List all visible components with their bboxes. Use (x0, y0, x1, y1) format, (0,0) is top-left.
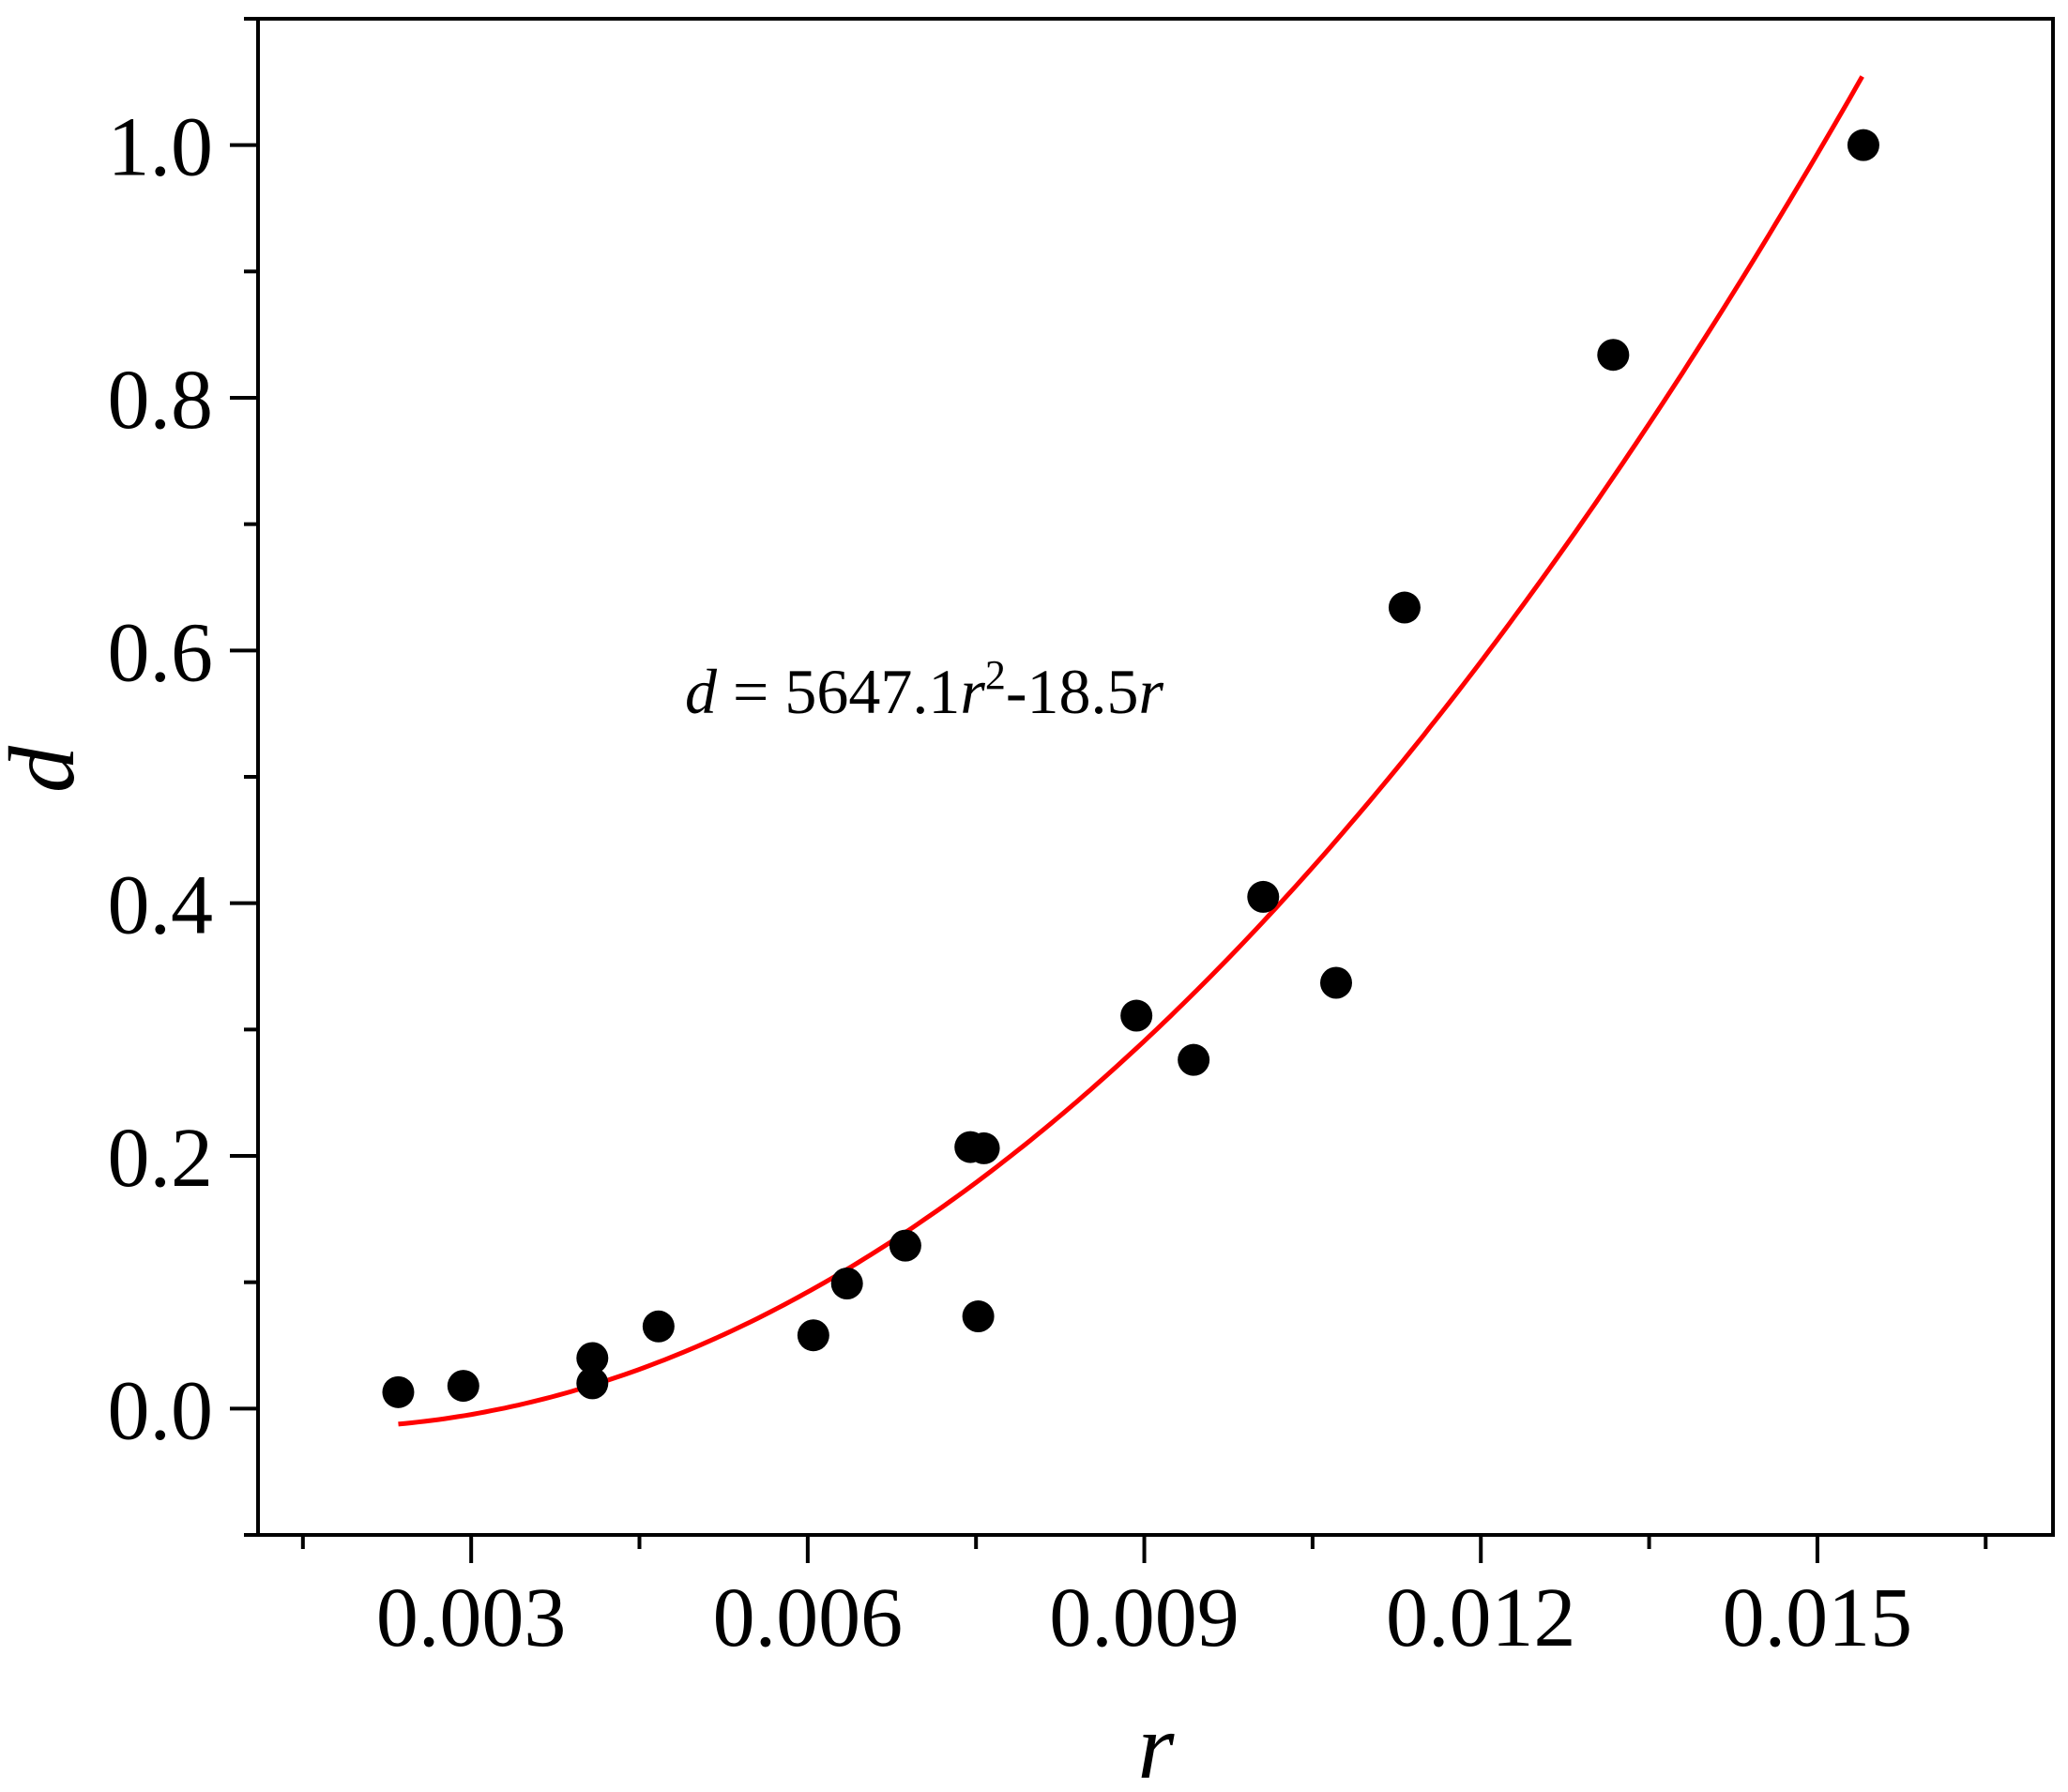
plot-frame (256, 17, 2055, 1537)
data-point (1847, 129, 1879, 161)
y-axis-title: d (0, 745, 94, 793)
x-tick-label: 0.015 (1723, 1572, 1913, 1664)
data-point (1597, 339, 1630, 372)
plot-border (256, 17, 2055, 1537)
data-point (642, 1310, 675, 1343)
y-axis-ticks: 0.0 0.2 0.4 0.6 0.8 1.0 (108, 17, 258, 1537)
fit-line (398, 75, 1864, 1427)
x-tick-label: 0.006 (713, 1572, 904, 1664)
x-axis-title: r (1138, 1694, 1176, 1792)
data-point (967, 1131, 1000, 1164)
data-point (576, 1342, 609, 1374)
data-point (1388, 591, 1421, 624)
data-point (962, 1300, 995, 1333)
data-point (382, 1375, 415, 1408)
data-points (382, 129, 1879, 1408)
x-tick-label: 0.009 (1049, 1572, 1239, 1664)
fit-equation-exponent: 2 (985, 652, 1006, 698)
fit-equation-coef: = 5647.1 (717, 656, 960, 727)
data-point (1178, 1043, 1210, 1076)
data-point (889, 1229, 921, 1262)
data-point (576, 1367, 609, 1400)
data-point (447, 1370, 479, 1403)
x-tick-label: 0.003 (376, 1572, 567, 1664)
data-point (1247, 880, 1280, 913)
fit-equation-var: d (685, 656, 718, 727)
y-tick-label: 1.0 (108, 101, 214, 194)
data-point (1120, 999, 1153, 1032)
y-tick-label: 0.6 (108, 606, 214, 699)
x-tick-label: 0.012 (1386, 1572, 1576, 1664)
data-point (830, 1268, 863, 1300)
fit-equation-r2: r (1138, 656, 1163, 727)
data-point (1319, 966, 1352, 999)
y-tick-label: 0.0 (108, 1364, 214, 1457)
fit-equation: d = 5647.1r2-18.5r (685, 652, 1163, 727)
y-tick-label: 0.8 (108, 354, 214, 447)
fit-equation-r: r (960, 656, 985, 727)
y-tick-label: 0.2 (108, 1112, 214, 1205)
x-axis-ticks: 0.003 0.006 0.009 0.012 0.015 (300, 1535, 1988, 1664)
data-point (797, 1319, 829, 1352)
fit-equation-linear: -18.5 (1006, 656, 1139, 727)
y-tick-label: 0.4 (108, 859, 214, 952)
fit-curve (398, 75, 1864, 1427)
